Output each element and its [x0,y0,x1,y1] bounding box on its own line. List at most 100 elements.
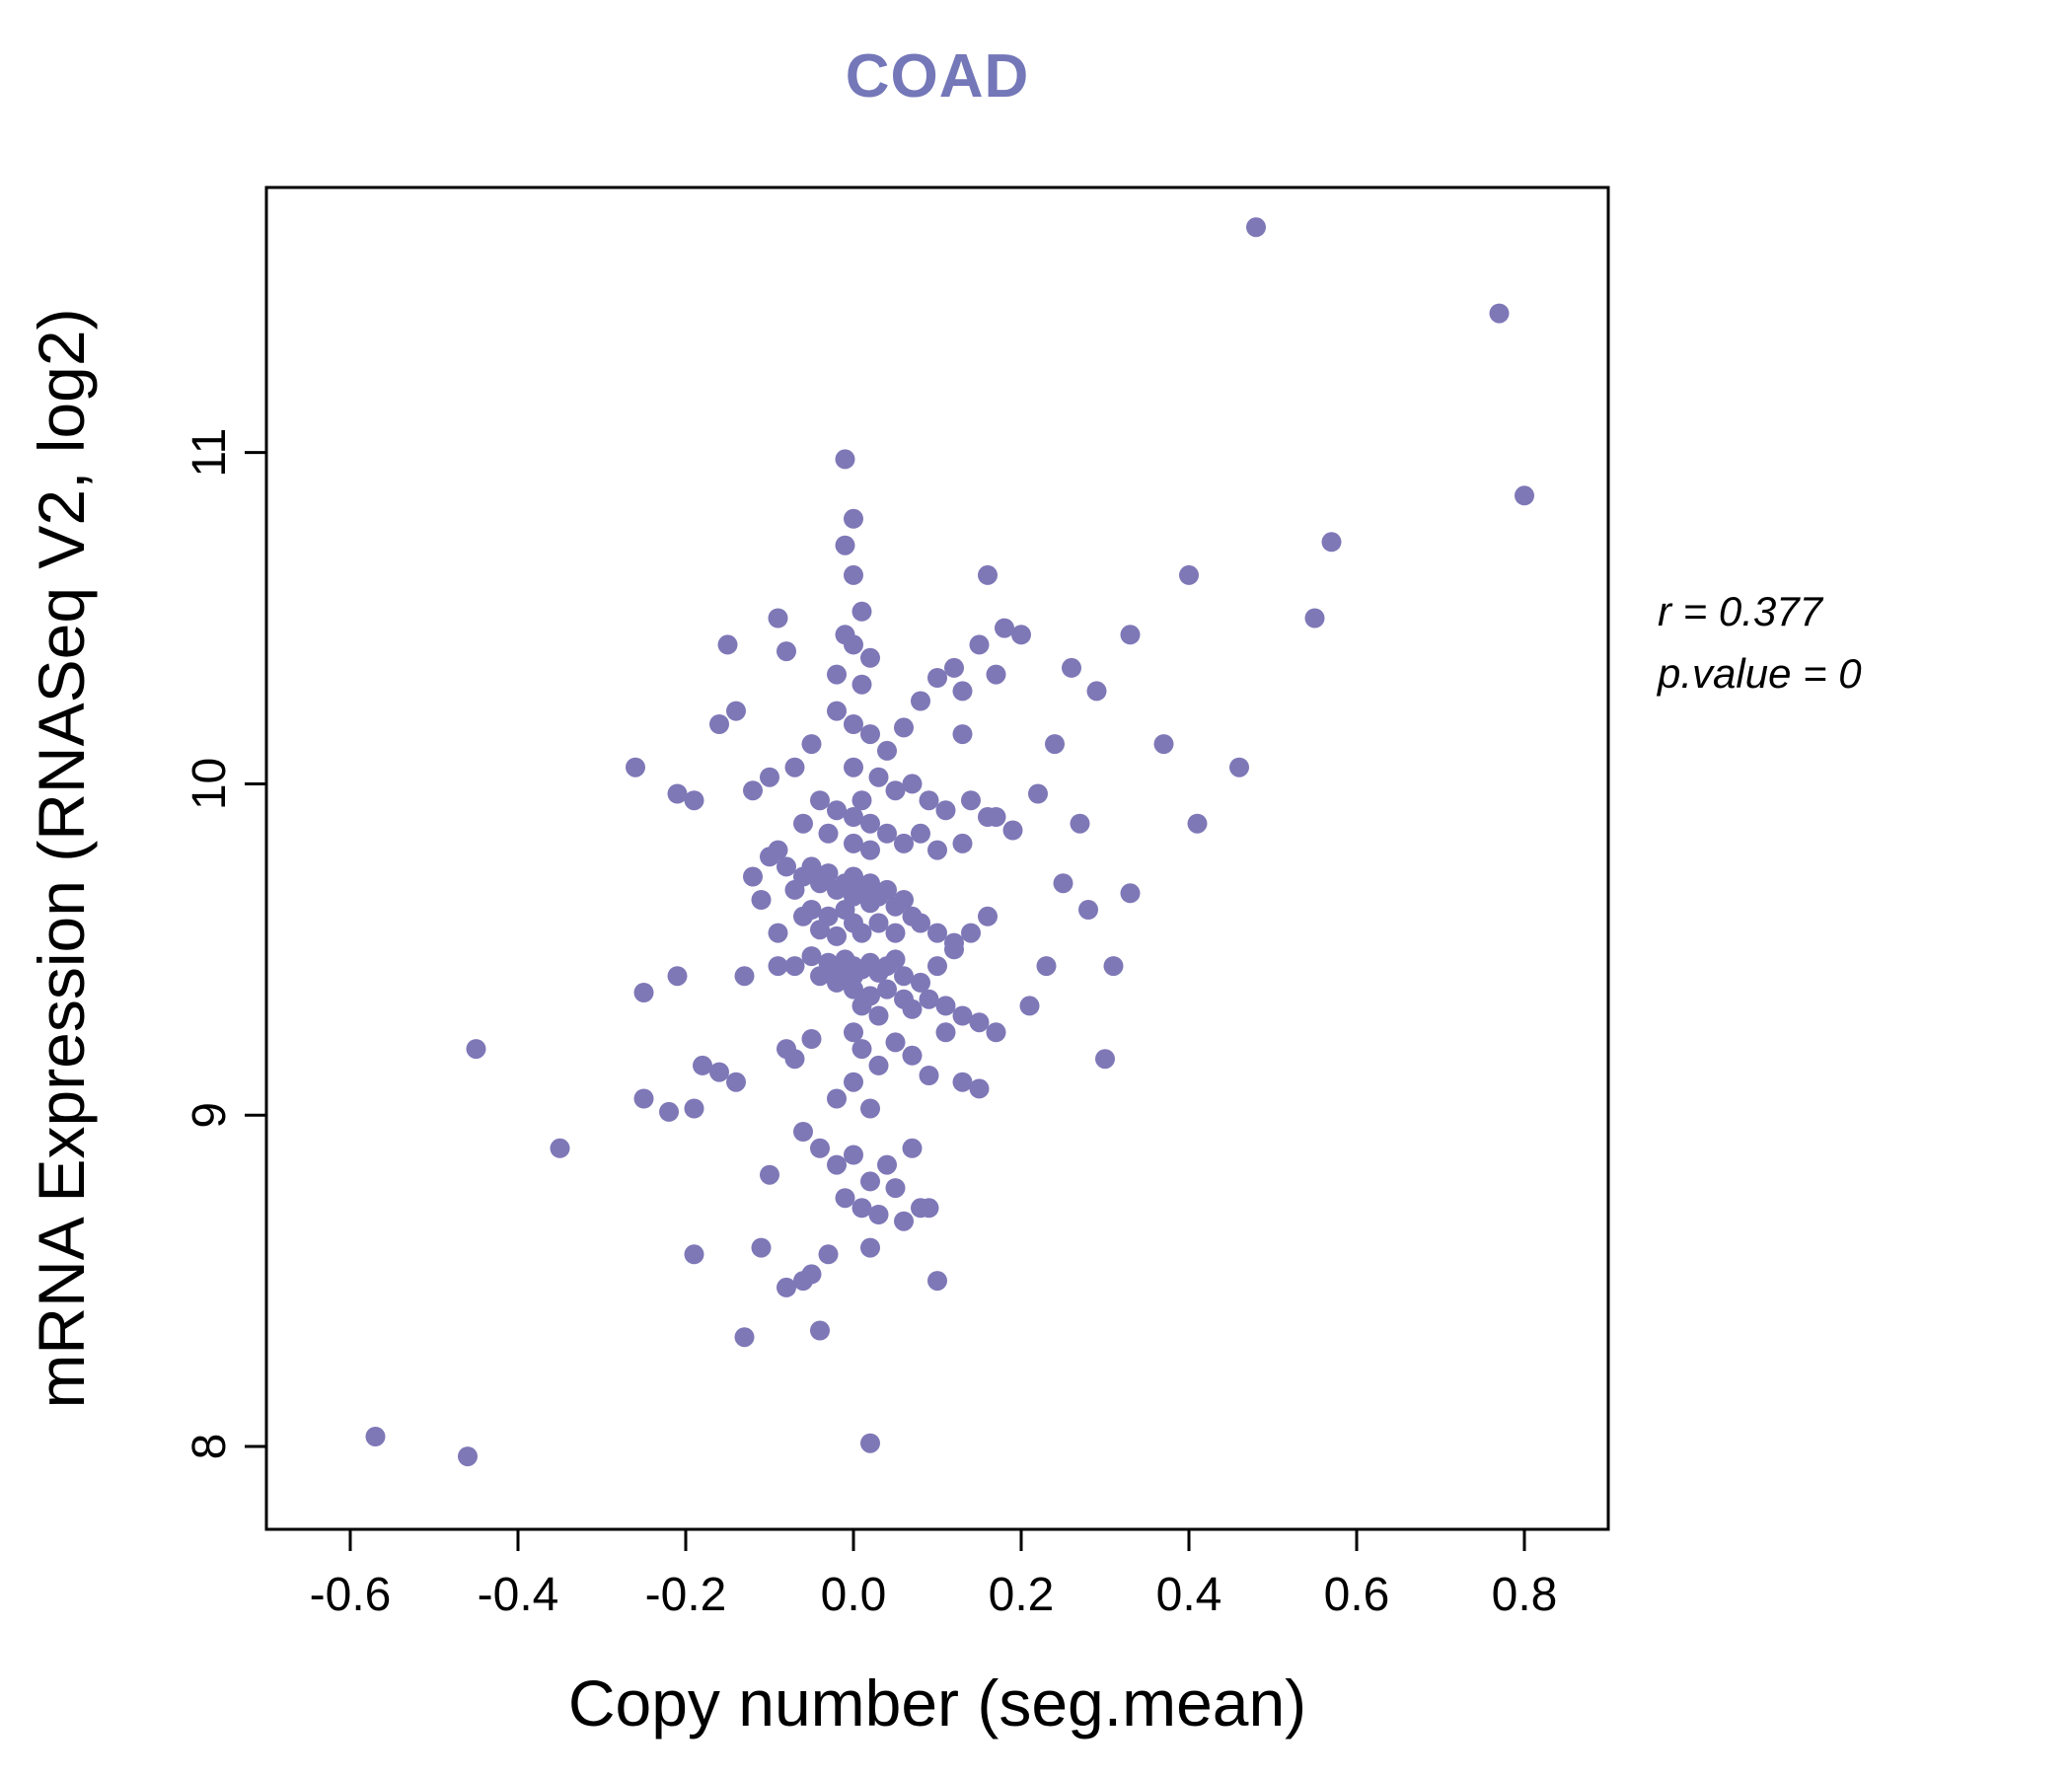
data-point [751,890,772,910]
data-point [851,674,872,695]
data-point [935,1022,956,1043]
data-point [1120,625,1141,645]
data-point [1246,217,1266,238]
data-point [927,840,947,860]
data-point [777,856,796,877]
data-point [1062,657,1081,678]
x-tick-label: 0.6 [1324,1569,1390,1621]
data-point [827,925,847,946]
data-point [784,757,805,777]
data-point [911,972,930,993]
data-point [734,966,755,987]
data-point [902,774,923,794]
data-point [894,833,914,853]
data-point [844,757,863,777]
data-point [919,790,939,811]
data-point [684,790,704,811]
data-point [860,1237,880,1258]
data-point [868,913,889,933]
data-point [667,966,688,987]
data-point [777,641,796,662]
data-point [760,1164,779,1185]
data-point [927,923,947,943]
data-point [1120,883,1141,904]
y-tick-label: 11 [184,428,236,478]
data-point [1045,734,1065,755]
data-point [851,1198,872,1219]
data-point [458,1446,478,1467]
data-point [818,863,839,884]
data-point [550,1138,570,1158]
x-tick-label: 0.2 [989,1569,1055,1621]
data-point [667,783,688,804]
data-point [844,564,863,585]
data-point [911,1198,930,1219]
data-point [944,939,964,960]
data-point [768,923,788,943]
x-tick-label: 0.0 [821,1569,887,1621]
data-point [844,508,863,529]
data-point [709,1062,729,1082]
data-point [961,790,981,811]
data-point [851,790,872,811]
data-point [978,906,998,926]
data-point [1304,608,1325,629]
data-point [1179,564,1199,585]
data-point [626,757,645,777]
data-point [743,866,763,887]
data-point [860,1171,880,1192]
data-point [927,668,947,688]
data-point [911,823,930,844]
data-point [844,1022,863,1043]
data-point [952,681,973,702]
data-point [935,800,956,821]
data-point [835,535,855,555]
data-point [885,780,906,801]
data-point [860,724,880,745]
data-point [877,879,897,900]
data-point [801,1029,822,1049]
data-point [827,701,847,721]
data-point [851,996,872,1016]
data-point [784,879,805,900]
y-tick-label: 9 [184,1102,236,1129]
data-point [868,1055,889,1075]
data-point [885,923,906,943]
data-point [751,1237,772,1258]
data-point [784,1049,805,1070]
data-point [717,634,738,655]
data-point [894,966,914,987]
data-point [801,856,822,877]
data-point [777,1277,796,1297]
data-point [969,634,990,655]
data-point [835,1188,855,1209]
data-point [877,740,897,761]
data-point [851,601,872,622]
data-point [810,966,830,987]
data-point [793,1122,813,1142]
data-point [365,1427,386,1446]
data-point [726,701,746,721]
data-point [844,714,863,734]
data-point [894,890,914,910]
data-point [793,813,813,834]
data-point [709,714,729,734]
data-point [894,1211,914,1231]
data-point [935,996,956,1016]
data-point [827,1154,847,1175]
data-point [885,1178,906,1199]
x-axis-label: Copy number (seg.mean) [567,1666,1307,1739]
data-point [844,1072,863,1092]
data-point [1489,303,1510,324]
data-point [818,823,839,844]
data-point [1053,873,1073,894]
data-point [952,1005,973,1026]
correlation-p-value: p.value = 0 [1658,650,1862,697]
data-point [734,1327,755,1348]
data-point [902,999,923,1019]
data-point [726,1072,746,1092]
data-point [1086,681,1107,702]
data-point [1002,820,1023,841]
data-point [693,1055,712,1075]
data-point [684,1244,704,1265]
